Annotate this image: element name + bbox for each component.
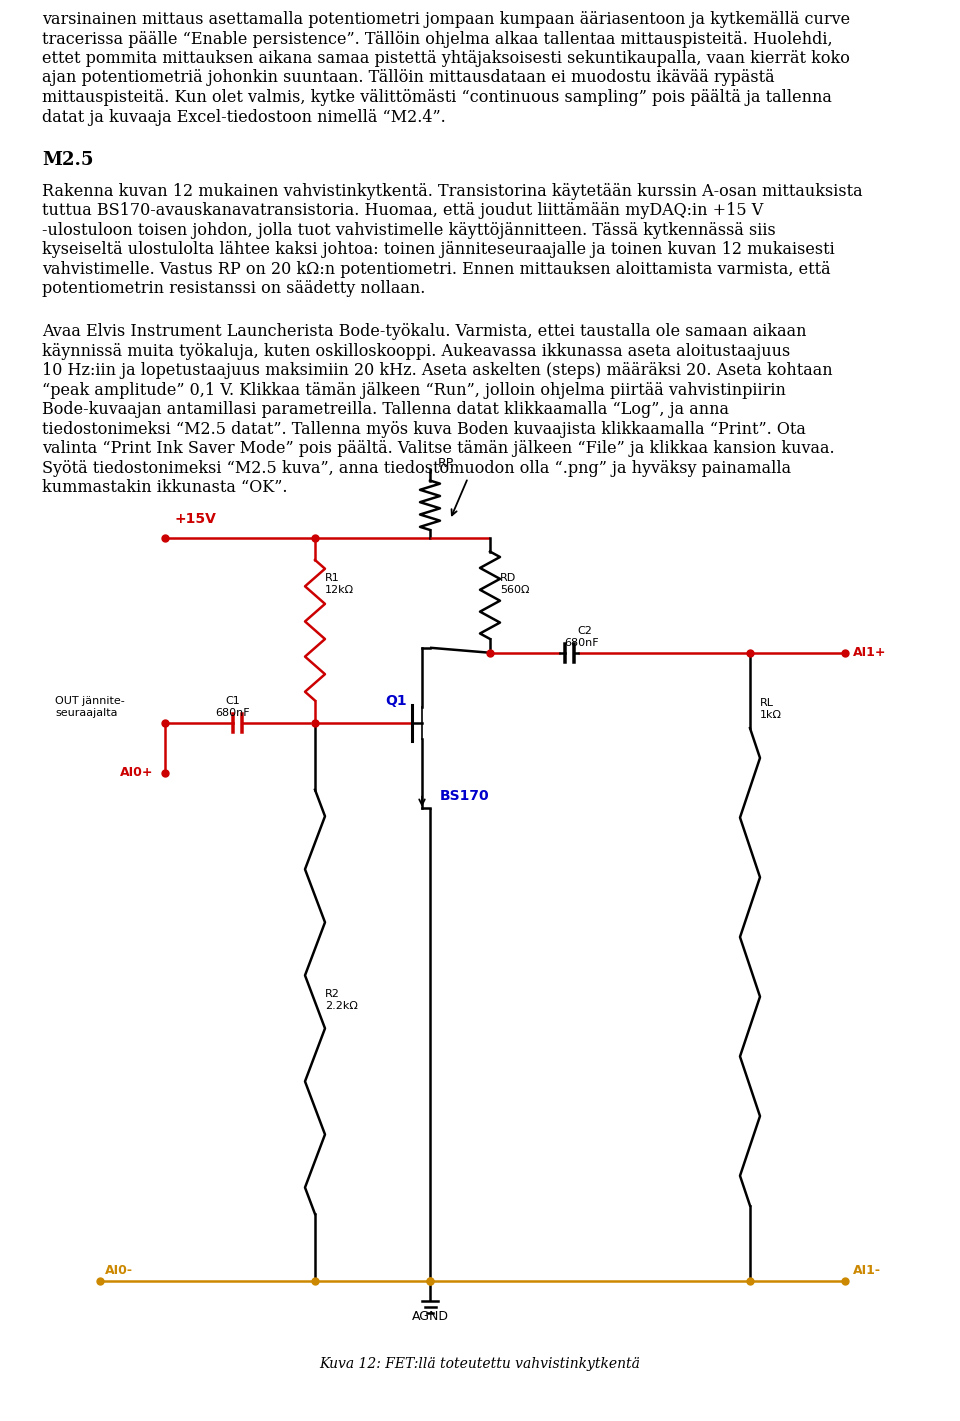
Text: 560Ω: 560Ω <box>500 585 530 595</box>
Text: R2: R2 <box>325 989 340 999</box>
Text: Kuva 12: FET:llä toteutettu vahvistinkytkentä: Kuva 12: FET:llä toteutettu vahvistinkyt… <box>320 1357 640 1371</box>
Text: datat ja kuvaaja Excel-tiedostoon nimellä “M2.4”.: datat ja kuvaaja Excel-tiedostoon nimell… <box>42 108 445 125</box>
Text: 10 Hz:iin ja lopetustaajuus maksimiin 20 kHz. Aseta askelten (steps) määräksi 20: 10 Hz:iin ja lopetustaajuus maksimiin 20… <box>42 362 832 379</box>
Text: kummastakin ikkunasta “OK”.: kummastakin ikkunasta “OK”. <box>42 479 287 496</box>
Text: AI1-: AI1- <box>853 1265 881 1277</box>
Text: AI0-: AI0- <box>105 1265 133 1277</box>
Text: Avaa Elvis Instrument Launcherista Bode-työkalu. Varmista, ettei taustalla ole s: Avaa Elvis Instrument Launcherista Bode-… <box>42 323 806 340</box>
Text: AGND: AGND <box>412 1310 448 1323</box>
Text: vahvistimelle. Vastus RP on 20 kΩ:n potentiometri. Ennen mittauksen aloittamista: vahvistimelle. Vastus RP on 20 kΩ:n pote… <box>42 260 830 277</box>
Text: C1: C1 <box>226 696 240 706</box>
Text: 12kΩ: 12kΩ <box>325 585 354 595</box>
Text: tracerissa päälle “Enable persistence”. Tällöin ohjelma alkaa tallentaa mittausp: tracerissa päälle “Enable persistence”. … <box>42 30 832 47</box>
Text: AI0+: AI0+ <box>119 766 153 779</box>
Text: RP: RP <box>438 456 454 470</box>
Text: 2.2kΩ: 2.2kΩ <box>325 1000 358 1010</box>
Text: kyseiseltä ulostulolta lähtee kaksi johtoa: toinen jänniteseuraajalle ja toinen : kyseiseltä ulostulolta lähtee kaksi joht… <box>42 242 835 259</box>
Text: tuttua BS170-avauskanavatransistoria. Huomaa, että joudut liittämään myDAQ:in +1: tuttua BS170-avauskanavatransistoria. Hu… <box>42 202 763 219</box>
Text: BS170: BS170 <box>440 789 490 803</box>
Text: OUT jännite-: OUT jännite- <box>55 696 125 706</box>
Text: varsinainen mittaus asettamalla potentiometri jompaan kumpaan ääriasentoon ja ky: varsinainen mittaus asettamalla potentio… <box>42 11 851 28</box>
Text: ajan potentiometriä johonkin suuntaan. Tällöin mittausdataan ei muodostu ikävää : ajan potentiometriä johonkin suuntaan. T… <box>42 70 775 87</box>
Text: Bode-kuvaajan antamillasi parametreilla. Tallenna datat klikkaamalla “Log”, ja a: Bode-kuvaajan antamillasi parametreilla.… <box>42 401 729 418</box>
Text: 1kΩ: 1kΩ <box>760 709 782 720</box>
Text: potentiometrin resistanssi on säädetty nollaan.: potentiometrin resistanssi on säädetty n… <box>42 280 425 297</box>
Text: C2: C2 <box>577 625 592 635</box>
Text: Syötä tiedostonimeksi “M2.5 kuva”, anna tiedostomuodon olla “.png” ja hyväksy pa: Syötä tiedostonimeksi “M2.5 kuva”, anna … <box>42 459 791 476</box>
Text: R1: R1 <box>325 573 340 583</box>
Text: Rakenna kuvan 12 mukainen vahvistinkytkentä. Transistorina käytetään kurssin A-o: Rakenna kuvan 12 mukainen vahvistinkytke… <box>42 183 863 199</box>
Text: seuraajalta: seuraajalta <box>55 708 117 718</box>
Text: RD: RD <box>500 573 516 583</box>
Text: käynnissä muita työkaluja, kuten oskilloskooppi. Aukeavassa ikkunassa aseta aloi: käynnissä muita työkaluja, kuten oskillo… <box>42 342 790 360</box>
Text: RL: RL <box>760 698 774 708</box>
Text: M2.5: M2.5 <box>42 152 93 169</box>
Text: -ulostuloon toisen johdon, jolla tuot vahvistimelle käyttöjännitteen. Tässä kytk: -ulostuloon toisen johdon, jolla tuot va… <box>42 222 776 239</box>
Text: 680nF: 680nF <box>215 708 250 718</box>
Text: valinta “Print Ink Saver Mode” pois päältä. Valitse tämän jälkeen “File” ja klik: valinta “Print Ink Saver Mode” pois pääl… <box>42 441 834 458</box>
Text: 680nF: 680nF <box>564 638 599 648</box>
Text: mittauspisteitä. Kun olet valmis, kytke välittömästi “continuous sampling” pois : mittauspisteitä. Kun olet valmis, kytke … <box>42 90 832 107</box>
Text: +15V: +15V <box>175 512 217 526</box>
Text: tiedostonimeksi “M2.5 datat”. Tallenna myös kuva Boden kuvaajista klikkaamalla “: tiedostonimeksi “M2.5 datat”. Tallenna m… <box>42 421 805 438</box>
Text: ettet pommita mittauksen aikana samaa pistettä yhtäjaksoisesti sekuntikaupalla, : ettet pommita mittauksen aikana samaa pi… <box>42 50 850 67</box>
Text: AI1+: AI1+ <box>853 647 886 659</box>
Text: Q1: Q1 <box>385 693 407 708</box>
Text: “peak amplitude” 0,1 V. Klikkaa tämän jälkeen “Run”, jolloin ohjelma piirtää vah: “peak amplitude” 0,1 V. Klikkaa tämän jä… <box>42 381 786 398</box>
